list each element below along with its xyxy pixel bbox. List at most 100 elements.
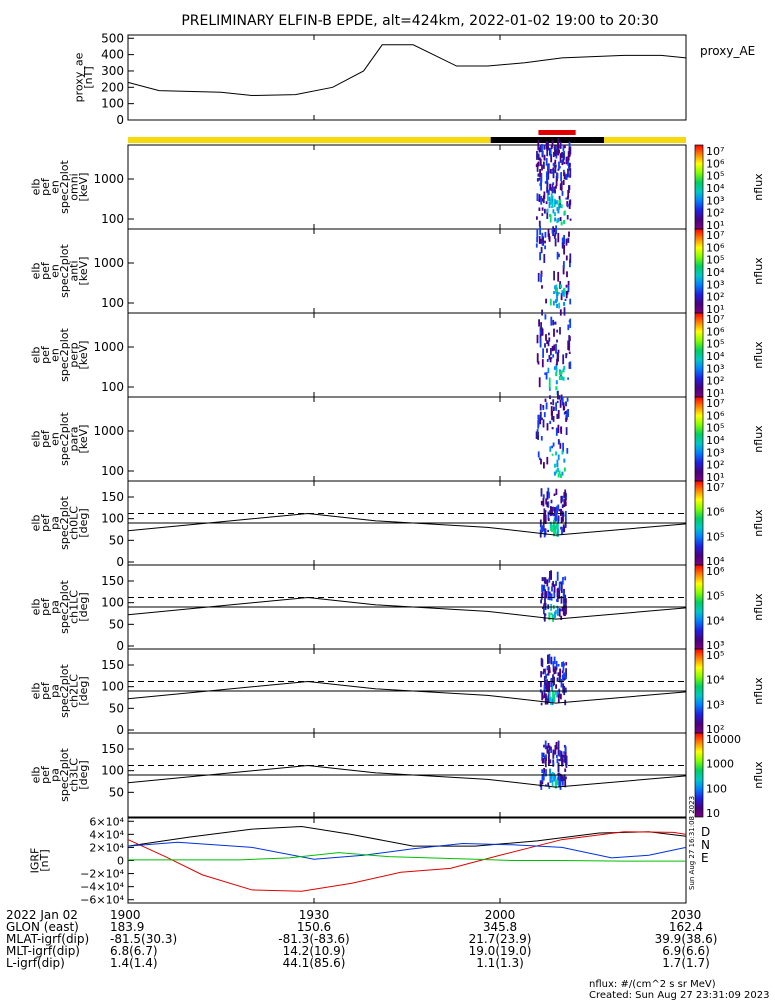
spectrogram-ylabel-line: spec2plot <box>58 160 71 214</box>
spectrogram-pixel <box>539 252 541 261</box>
pitch-ytick-label: 150 <box>101 658 124 672</box>
colorbar-tick-label: 10⁵ <box>706 254 724 267</box>
spectrogram-pixel <box>547 164 550 170</box>
pitch-pixel <box>558 688 561 698</box>
spectrogram-pixel <box>567 377 569 380</box>
pitch-ytick-label: 0 <box>116 723 124 737</box>
spectrogram-pixel <box>562 265 565 275</box>
pitch-pixel <box>544 740 547 750</box>
pitch-pixel <box>564 510 567 520</box>
spectrogram-pixel <box>550 171 553 174</box>
pitch-pixel <box>547 693 550 703</box>
pitch-pixel <box>565 755 568 765</box>
spectrogram-pixel <box>538 207 541 211</box>
pitch-pixel <box>549 774 552 783</box>
colorbar-tick-label: 10⁷ <box>706 145 724 158</box>
pitch-pixel <box>542 494 545 499</box>
pitch-pixel <box>561 662 563 667</box>
spectrogram-pixel <box>545 158 548 166</box>
spectrogram-pixel <box>563 219 566 224</box>
pitch-pixel <box>552 691 554 700</box>
pitch-pixel <box>542 752 545 758</box>
spectrogram-pixel <box>561 291 564 296</box>
spectrogram-pixel <box>557 467 560 472</box>
igrf-series-n <box>127 841 687 860</box>
spectrogram-pixel <box>537 418 540 427</box>
pitch-pixel <box>564 672 567 680</box>
spectrogram-pixel <box>557 410 560 419</box>
colorbar-unit-label: nflux <box>752 509 765 537</box>
spectrogram-pixel <box>541 143 543 151</box>
spectrogram-pixel <box>562 179 565 185</box>
pitch-pixel <box>543 518 545 524</box>
spectrogram-pixel <box>557 390 559 400</box>
spectrogram-pixel <box>556 413 559 419</box>
colorbar-tick-label: 10² <box>706 723 724 736</box>
pitch-pixel <box>554 779 557 789</box>
spectrogram-pixel <box>536 193 539 201</box>
spectrogram-pixel <box>557 232 560 243</box>
spectrogram-pixel <box>563 290 566 295</box>
spectrogram-pixel <box>553 300 555 306</box>
spectrogram-pixel <box>563 301 566 306</box>
pitch-pixel <box>562 605 565 615</box>
pitch-pixel <box>562 590 565 599</box>
footer-row-label: 2022 Jan 02 <box>6 908 78 922</box>
side-timestamp: Sun Aug 27 16:31:08 2023 <box>688 796 696 890</box>
spectrogram-pixel <box>542 406 545 410</box>
spectrogram-pixel <box>562 368 565 373</box>
spectrogram-pixel <box>550 154 553 163</box>
spectrogram-pixel <box>550 402 552 405</box>
pitch-pixel <box>546 491 549 500</box>
pitch-pixel <box>540 681 542 688</box>
pitch-pixel <box>549 696 552 705</box>
spectrogram-pixel <box>543 154 546 161</box>
footer-value: 44.1(85.6) <box>283 956 346 970</box>
spectrogram-pixel <box>550 316 553 326</box>
pitch-pixel <box>546 698 549 705</box>
colorbar: 10⁵ 10⁴ 10³ 10² nflux <box>694 648 765 736</box>
spectrogram-pixel <box>536 228 539 239</box>
spectrogram-pixel <box>539 403 542 411</box>
pitch-pixel <box>546 501 549 507</box>
spectrogram-pixel <box>544 372 547 375</box>
pitch-pixel <box>552 762 555 766</box>
spectrogram-pixel <box>551 445 553 449</box>
spectrogram-pixel <box>549 446 552 452</box>
footer-value: 14.2(10.9) <box>283 944 346 958</box>
spectrogram-pixel <box>555 185 557 189</box>
pitch-pixel <box>543 668 545 673</box>
footer-value: 2030 <box>671 908 702 922</box>
spectrogram-pixel <box>549 213 551 217</box>
spectrogram-pixel <box>536 167 539 172</box>
spectrogram-pixel <box>554 285 557 290</box>
spectrogram-pixel <box>538 177 541 181</box>
spectrogram-pixel <box>567 168 569 178</box>
pitch-pixel <box>543 684 546 694</box>
spectrogram-ylabel-line: anti <box>67 260 80 281</box>
spectrogram-pixel <box>555 343 557 354</box>
antiloss-cone-curve <box>127 596 687 620</box>
colorbar-tick-label: 10⁶ <box>706 565 725 578</box>
spectrogram-pixel <box>549 183 551 191</box>
spectrogram-pixel <box>556 200 559 205</box>
pitch-pixel <box>560 581 562 585</box>
colorbar-unit-label: nflux <box>752 341 765 369</box>
spectrogram-pixel <box>560 204 563 209</box>
spectrogram-pixel <box>559 142 562 149</box>
spectrogram-pixel <box>564 298 567 301</box>
pitch-pixel <box>543 602 546 606</box>
spectrogram-pixel <box>562 402 565 411</box>
pitch-pixel <box>564 747 567 758</box>
spectrogram-ylabel-line: pef <box>39 261 52 280</box>
pitch-pixel <box>551 586 553 592</box>
spectrogram-pixel <box>540 322 542 331</box>
spectrogram-pixel <box>546 348 548 353</box>
pitch-pixel <box>541 691 544 701</box>
spectrogram-pixel <box>555 179 558 186</box>
colorbar-tick-label: 10¹ <box>706 471 724 484</box>
spectrogram-frame <box>127 228 687 314</box>
spectrogram-pixel <box>541 232 544 240</box>
pitch-pixel <box>542 758 545 764</box>
